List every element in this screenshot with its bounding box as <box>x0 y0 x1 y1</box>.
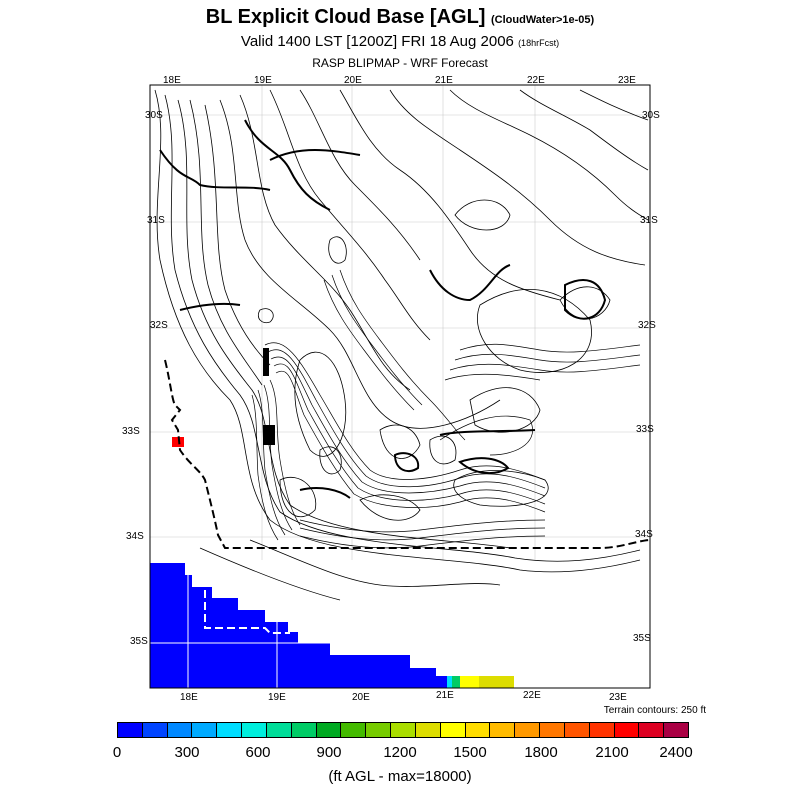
colorbar-swatch <box>118 723 143 737</box>
colorbar-swatch <box>291 723 317 737</box>
lon-label-bottom: 19E <box>268 692 286 703</box>
map-title: BL Explicit Cloud Base [AGL] (CloudWater… <box>0 6 800 29</box>
lat-label-left: 31S <box>147 215 165 226</box>
grid-lines-light <box>150 85 650 560</box>
valid-time: Valid 1400 LST [1200Z] FRI 18 Aug 2006 (… <box>0 33 800 50</box>
lon-label-top: 22E <box>527 75 545 86</box>
cloud-base-cell <box>452 676 460 688</box>
colorbar-tick: 600 <box>245 744 271 761</box>
lon-label-top: 20E <box>344 75 362 86</box>
lon-label-bottom: 22E <box>523 690 541 701</box>
colorbar-swatch <box>391 723 416 737</box>
lat-label-right: 35S <box>633 633 651 644</box>
colorbar-swatch <box>614 723 640 737</box>
colorbar-swatch <box>366 723 392 737</box>
colorbar-tick: 1800 <box>524 744 558 761</box>
colorbar-swatch <box>515 723 541 737</box>
title-text: BL Explicit Cloud Base [AGL] <box>205 6 486 28</box>
lon-label-top: 19E <box>254 75 272 86</box>
colorbar-swatch <box>564 723 590 737</box>
colorbar-swatch <box>440 723 466 737</box>
colorbar-units: (ft AGL - max=18000) <box>328 768 472 785</box>
lat-label-right: 34S <box>635 529 653 540</box>
major-contours <box>159 119 607 499</box>
colorbar-tick: 2100 <box>595 744 629 761</box>
lon-label-top: 21E <box>435 75 453 86</box>
colorbar-swatch <box>415 723 441 737</box>
colorbar-swatch <box>217 723 243 737</box>
colorbar-tick: 900 <box>316 744 342 761</box>
colorbar-tick: 1200 <box>383 744 417 761</box>
lat-label-right: 32S <box>638 320 656 331</box>
lon-label-bottom: 20E <box>352 692 370 703</box>
lat-label-right: 31S <box>640 215 658 226</box>
colorbar-tick: 1500 <box>453 744 487 761</box>
lat-label-left: 30S <box>145 110 163 121</box>
map-subtitle: RASP BLIPMAP - WRF Forecast <box>312 56 488 70</box>
colorbar-swatch <box>589 723 615 737</box>
terrain-contours <box>154 89 649 601</box>
terrain-block <box>263 425 275 445</box>
colorbar-swatch <box>490 723 516 737</box>
colorbar <box>117 722 689 738</box>
terrain-contour-note: Terrain contours: 250 ft <box>603 705 706 716</box>
lon-label-bottom: 21E <box>436 690 454 701</box>
colorbar-tick: 0 <box>112 744 122 761</box>
coastline-south <box>204 590 290 634</box>
location-marker <box>172 437 184 447</box>
lat-label-left: 32S <box>150 320 168 331</box>
colorbar-swatch <box>664 723 689 737</box>
terrain-block <box>263 348 269 376</box>
colorbar-swatch <box>639 723 665 737</box>
colorbar-swatch <box>316 723 342 737</box>
ocean-area <box>150 563 447 688</box>
colorbar-swatch <box>192 723 218 737</box>
colorbar-swatch <box>465 723 491 737</box>
lon-label-top: 18E <box>163 75 181 86</box>
coastline <box>164 359 651 549</box>
lat-label-right: 33S <box>636 424 654 435</box>
map-frame <box>149 84 651 689</box>
cloud-base-cell <box>459 676 479 688</box>
colorbar-tick: 2400 <box>659 744 693 761</box>
title-note: (CloudWater>1e-05) <box>491 14 595 26</box>
cloud-base-cell <box>479 676 514 688</box>
lon-label-top: 23E <box>618 75 636 86</box>
lat-label-left: 34S <box>126 531 144 542</box>
lon-label-bottom: 18E <box>180 692 198 703</box>
colorbar-swatch <box>167 723 193 737</box>
lat-label-left: 35S <box>130 636 148 647</box>
lat-label-left: 33S <box>122 426 140 437</box>
colorbar-swatch <box>242 723 267 737</box>
valid-note: (18hrFcst) <box>518 38 560 48</box>
lat-label-right: 30S <box>642 110 660 121</box>
lon-label-bottom: 23E <box>609 692 627 703</box>
grid-lines <box>150 560 450 688</box>
colorbar-swatch <box>540 723 565 737</box>
colorbar-swatch <box>266 723 292 737</box>
colorbar-swatch <box>341 723 367 737</box>
valid-text: Valid 1400 LST [1200Z] FRI 18 Aug 2006 <box>240 33 514 50</box>
colorbar-swatch <box>142 723 168 737</box>
colorbar-tick: 300 <box>174 744 200 761</box>
